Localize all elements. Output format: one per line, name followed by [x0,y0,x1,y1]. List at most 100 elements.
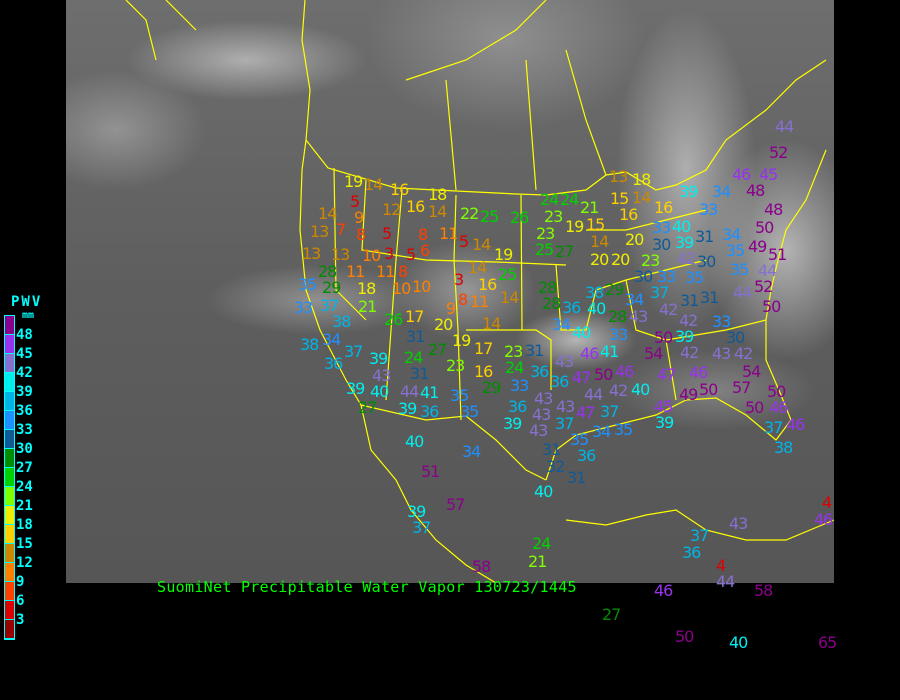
pwv-station-value: 36 [530,362,549,381]
pwv-station-value: 23 [504,342,523,361]
legend-unit: mm [22,310,35,321]
pwv-station-value: 31 [680,291,699,310]
pwv-station-value: 23 [446,356,465,375]
pwv-station-value: 42 [680,343,699,362]
pwv-station-value: 40 [729,633,748,652]
pwv-station-value: 45 [759,165,778,184]
legend-swatch [5,316,14,335]
pwv-station-value: 27 [602,605,621,624]
pwv-station-value: 5 [350,192,360,211]
legend-swatch [5,563,14,582]
boundary-line [360,404,547,481]
legend-title: PWV [11,294,43,310]
boundary-line [525,59,537,191]
boundary-line [333,167,367,321]
pwv-station-value: 31 [410,364,429,383]
pwv-station-value: 54 [644,344,663,363]
pwv-station-value: 5 [406,245,416,264]
pwv-station-value: 8 [418,225,428,244]
pwv-station-value: 39 [398,399,417,418]
boundary-line [125,0,157,61]
pwv-station-value: 9 [354,208,364,227]
pwv-station-value: 40 [672,217,691,236]
boundary-line [466,329,552,390]
pwv-station-value: 24 [532,534,551,553]
pwv-station-value: 11 [376,262,395,281]
legend-swatch [5,335,14,354]
pwv-station-value: 22 [460,204,479,223]
pwv-station-value: 14 [428,202,447,221]
pwv-station-value: 37 [555,414,574,433]
pwv-station-value: 10 [392,279,411,298]
pwv-station-value: 8 [356,225,366,244]
pwv-station-value: 43 [534,389,553,408]
pwv-station-value: 33 [609,325,628,344]
pwv-station-value: 20 [590,250,609,269]
pwv-station-value: 20 [434,315,453,334]
pwv-station-value: 12 [382,200,401,219]
pwv-station-value: 17 [405,307,424,326]
pwv-station-value: 28 [318,262,337,281]
legend-label: 3 [16,612,25,628]
legend-swatch [5,506,14,525]
pwv-station-value: 3 [454,270,464,289]
legend-label: 18 [16,517,33,533]
pwv-station-value: 36 [562,298,581,317]
pwv-station-value: 20 [625,230,644,249]
pwv-station-value: 39 [655,413,674,432]
legend-label: 33 [16,422,33,438]
pwv-station-value: 47 [657,365,676,384]
pwv-station-value: 50 [745,398,764,417]
pwv-station-value: 43 [729,514,748,533]
legend-label: 24 [16,479,33,495]
pwv-station-value: 34 [322,330,341,349]
pwv-station-value: 52 [754,277,773,296]
pwv-station-value: 41 [420,383,439,402]
pwv-station-value: 28 [608,307,627,326]
legend-swatch [5,373,14,392]
pwv-station-value: 51 [768,245,787,264]
pwv-station-value: 30 [652,235,671,254]
legend-label: 9 [16,574,25,590]
pwv-station-value: 31 [700,288,719,307]
pwv-station-value: 36 [577,446,596,465]
pwv-station-value: 35 [298,275,317,294]
pwv-station-value: 44 [775,117,794,136]
pwv-station-value: 39 [346,379,365,398]
pwv-station-value: 43 [629,307,648,326]
legend-swatch [5,601,14,620]
pwv-station-value: 14 [590,232,609,251]
pwv-station-value: 9 [446,299,456,318]
pwv-station-value: 46 [814,510,833,529]
pwv-station-value: 8 [398,262,408,281]
pwv-station-value: 35 [726,241,745,260]
pwv-station-value: 36 [550,372,569,391]
pwv-station-value: 18 [357,279,376,298]
pwv-station-value: 49 [748,237,767,256]
pwv-station-value: 39 [679,182,698,201]
pwv-station-value: 14 [482,314,501,333]
pwv-station-value: 57 [446,495,465,514]
pwv-station-value: 6 [420,241,430,260]
pwv-station-value: 50 [675,627,694,646]
pwv-station-value: 14 [500,288,519,307]
pwv-station-value: 44 [584,385,603,404]
pwv-station-value: 43 [712,344,731,363]
pwv-station-value: 44 [758,261,777,280]
pwv-station-value: 36 [420,402,439,421]
pwv-station-value: 11 [470,292,489,311]
pwv-station-value: 46 [654,581,673,600]
pwv-station-value: 35 [450,386,469,405]
boundary-line [665,319,767,341]
pwv-station-value: 34 [462,442,481,461]
pwv-station-value: 19 [344,172,363,191]
pwv-station-value: 44 [733,283,752,302]
pwv-station-value: 38 [774,438,793,457]
satellite-ir-image [66,0,834,583]
pwv-station-value: 38 [332,312,351,331]
pwv-station-value: 33 [652,218,671,237]
pwv-station-value: 35 [614,420,633,439]
legend-label: 30 [16,441,33,457]
pwv-station-value: 10 [412,277,431,296]
